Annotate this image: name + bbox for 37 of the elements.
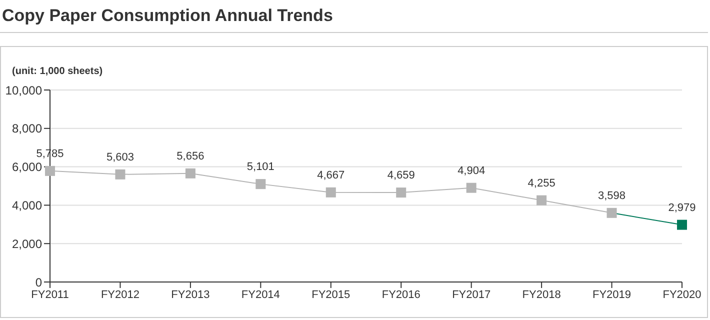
x-tick-label: FY2017: [452, 288, 491, 301]
y-axis-title: (unit: 1,000 sheets): [12, 66, 103, 77]
x-tick-label: FY2020: [662, 288, 702, 301]
data-label: 5,603: [106, 151, 134, 164]
x-tick-label: FY2015: [312, 288, 350, 301]
x-tick-label: FY2014: [241, 288, 280, 301]
point: [45, 166, 55, 176]
point: [536, 195, 547, 206]
x-tick-label: FY2012: [100, 288, 140, 301]
x-tick-label: FY2018: [522, 288, 561, 301]
point: [606, 208, 617, 218]
data-label: 4,667: [317, 169, 345, 182]
x-tick-label: FY2019: [592, 288, 632, 301]
data-label: 5,656: [176, 150, 204, 162]
point: [115, 169, 126, 180]
data-label: 4,659: [387, 170, 415, 182]
data-label: 4,904: [458, 164, 486, 177]
point: [326, 187, 336, 198]
y-tick-label: 2,000: [12, 236, 42, 251]
point: [466, 182, 476, 193]
point: [256, 179, 266, 190]
data-label: 4,255: [528, 177, 556, 190]
x-tick-label: FY2011: [31, 288, 69, 301]
chart-title: Copy Paper Consumption Annual Trends: [2, 6, 333, 26]
point: [396, 188, 406, 198]
x-tick-label: FY2013: [171, 288, 210, 301]
y-tick-label: 8,000: [12, 122, 42, 136]
x-tick-label: FY2016: [382, 288, 420, 301]
y-tick-label: 10,000: [5, 83, 42, 98]
y-tick-label: 6,000: [12, 160, 42, 174]
point: [185, 168, 196, 178]
data-label: 5,101: [246, 161, 274, 174]
data-label: 3,598: [598, 190, 626, 202]
y-tick-label: 4,000: [12, 198, 42, 212]
point: [677, 220, 687, 230]
data-label: 2,979: [668, 202, 696, 214]
y-tick-label: 0: [35, 275, 42, 290]
